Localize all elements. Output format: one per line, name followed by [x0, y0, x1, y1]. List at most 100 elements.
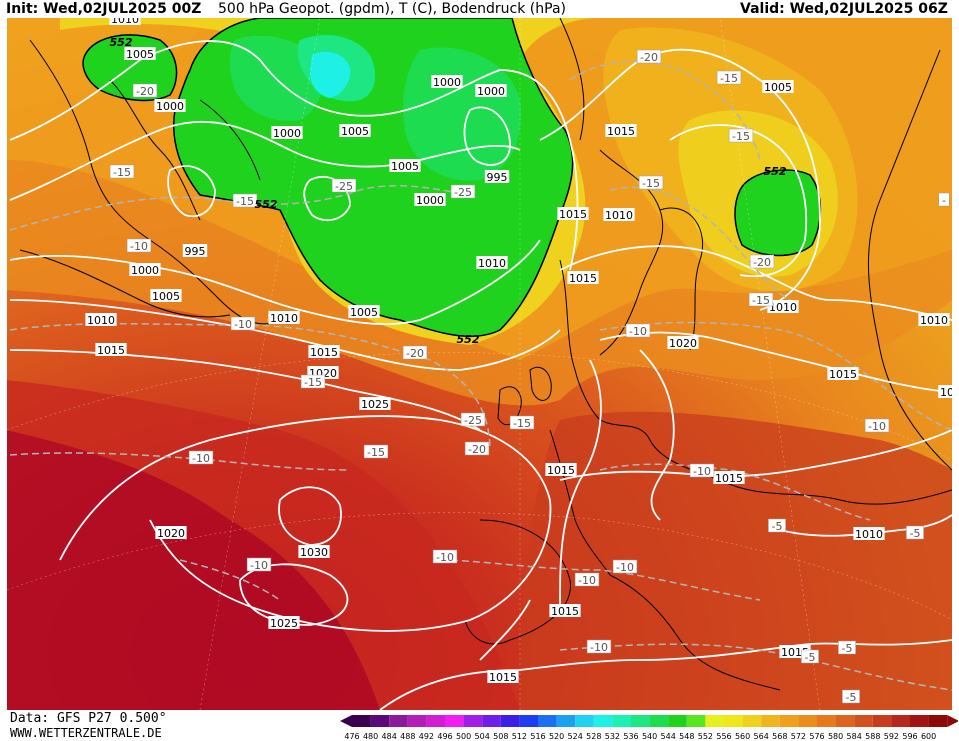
temperature-label-text: -15 [752, 294, 770, 307]
legend-level-label: 564 [754, 732, 769, 741]
geopotential-label: 552 [255, 198, 278, 211]
temperature-label: -15 [300, 374, 326, 389]
legend-level-label: 532 [605, 732, 620, 741]
isobar-label: 1010 [476, 256, 508, 270]
temperature-label-text: -10 [629, 325, 647, 338]
legend-level-label: 572 [791, 732, 806, 741]
isobar-label: 1015 [827, 367, 859, 381]
isobar-label-text: 1005 [350, 306, 378, 319]
legend-swatch [519, 715, 538, 727]
temperature-label: - [938, 192, 950, 207]
isobar-label: 1015 [308, 345, 340, 359]
temperature-label-text: -10 [616, 561, 634, 574]
isobar-label-text: 1025 [361, 398, 389, 411]
temperature-label: -5 [906, 525, 924, 540]
isobar-label-text: 1025 [270, 617, 298, 630]
temperature-label: -10 [246, 557, 272, 572]
isobar-label-text: 10 [940, 386, 952, 399]
legend-swatch [556, 715, 576, 727]
geopotential-labels: 552 552 552 552 [110, 36, 787, 346]
isobar-label-text: 1020 [157, 527, 185, 540]
temperature-label: -10 [689, 463, 715, 478]
temperature-label: -15 [638, 175, 664, 190]
isobar-label: 1000 [129, 263, 161, 277]
field-cyan-2 [310, 51, 351, 98]
isobar-label-text: 1015 [569, 272, 597, 285]
isobar-label-text: 1015 [547, 464, 575, 477]
legend-level-label: 484 [382, 732, 397, 741]
init-time: Init: Wed,02JUL2025 00Z [6, 1, 202, 17]
legend-level-label: 536 [623, 732, 638, 741]
temperature-label: -10 [625, 323, 651, 338]
temperature-label-text: -5 [910, 527, 921, 540]
isobar-label: 1010 [853, 527, 885, 541]
legend-swatch [352, 715, 371, 727]
legend-arrow-left [340, 715, 352, 727]
legend-swatch [593, 715, 613, 727]
legend-level-label: 596 [902, 732, 917, 741]
temperature-label-text: -15 [367, 446, 385, 459]
legend-level-label: 568 [772, 732, 787, 741]
legend-level-label: 500 [456, 732, 471, 741]
field-south-west-2 [7, 380, 520, 710]
isobar-label-text: 1020 [669, 337, 697, 350]
isobar-label-text: 1010 [270, 312, 298, 325]
legend-swatch [686, 715, 706, 727]
legend-level-label: 516 [530, 732, 545, 741]
legend-level-label: 548 [679, 732, 694, 741]
isobar-label-text: 1000 [477, 85, 505, 98]
temperature-label: -5 [768, 518, 786, 533]
temperature-label: -15 [109, 164, 135, 179]
legend-level-label: 584 [847, 732, 862, 741]
weather-map: 1010 1005 1000 1000 1005 1000 1000 1005 995 1000 1… [7, 18, 952, 710]
isobar-label-text: 1010 [87, 314, 115, 327]
legend-swatch [538, 715, 557, 727]
legend-labels: 476 480 484 488 492 496 500 504 508 512 516 520 524 5… [344, 732, 936, 741]
legend-swatch [649, 715, 669, 727]
legend-swatch [631, 715, 650, 727]
temperature-label: -25 [460, 412, 486, 427]
legend-swatch [482, 715, 501, 727]
temperature-label: -10 [612, 559, 638, 574]
temperature-label: -10 [230, 316, 256, 331]
temperature-label: -5 [801, 649, 819, 664]
geopotential-label: 552 [110, 36, 133, 49]
map-title: 500 hPa Geopot. (gpdm), T (C), Bodendruc… [218, 1, 566, 17]
legend-swatch [389, 715, 408, 727]
isobar-label: 1010 [918, 313, 950, 327]
isobar-label: 1015 [487, 670, 519, 684]
legend-swatch [910, 715, 929, 727]
isobar-label-text: 1000 [433, 76, 461, 89]
isobar-label: 1005 [389, 159, 421, 173]
isobar-label-text: 1000 [416, 194, 444, 207]
isobar-label: 1015 [605, 124, 637, 138]
legend-level-label: 592 [884, 732, 899, 741]
website-label: WWW.WETTERZENTRALE.DE [10, 726, 162, 740]
legend-level-label: 488 [400, 732, 415, 741]
temperature-label: -5 [842, 689, 860, 704]
header-bar: Init: Wed,02JUL2025 00Z 500 hPa Geopot. … [0, 0, 959, 18]
legend-swatch [705, 715, 724, 727]
temperature-label: -15 [748, 292, 774, 307]
isobar-label: 1005 [762, 80, 794, 94]
temperature-label-text: -15 [513, 417, 531, 430]
isobar-label-text: 1005 [126, 48, 154, 61]
temperature-label: -10 [432, 549, 458, 564]
temperature-label-text: -20 [753, 256, 771, 269]
isobar-label-text: 1015 [489, 671, 517, 684]
isobar-label-text: 1010 [111, 18, 139, 26]
geopotential-label: 552 [457, 333, 480, 346]
legend-level-label: 476 [344, 732, 359, 741]
isobar-label: 1015 [95, 343, 127, 357]
temperature-label: -15 [716, 70, 742, 85]
legend-level-label: 512 [512, 732, 527, 741]
isobar-label: 1005 [339, 124, 371, 138]
isobar-label-text: 1030 [300, 546, 328, 559]
legend-swatch [370, 715, 390, 727]
isobar-label: 1025 [268, 616, 300, 630]
isobar-label: 995 [484, 170, 510, 184]
temperature-label-text: -10 [590, 641, 608, 654]
legend-swatch [854, 715, 873, 727]
temperature-label: -15 [509, 415, 535, 430]
coastlines [19, 18, 952, 691]
